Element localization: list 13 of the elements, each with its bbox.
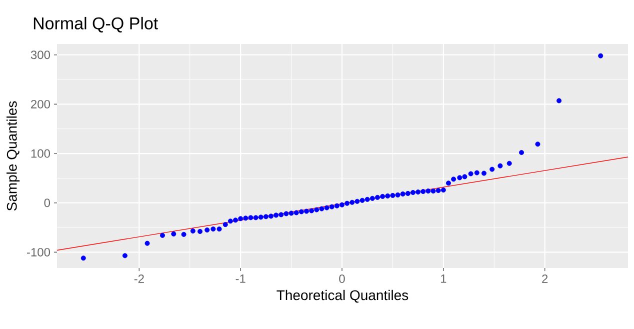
x-tick-label: -2: [134, 274, 144, 283]
x-tick-label: -1: [236, 274, 246, 283]
y-tick-label: 200: [31, 100, 50, 108]
y-tick-label: 100: [31, 149, 50, 158]
x-tick-label: 2: [542, 274, 548, 283]
x-tick-label: 0: [339, 274, 345, 284]
x-axis-title: Theoretical Quantiles: [276, 290, 408, 303]
x-tick-label: 1: [440, 274, 446, 283]
y-axis-title: Sample Quantiles: [6, 101, 20, 211]
chart-title: Normal Q-Q Plot: [34, 16, 158, 32]
y-tick-label: 0: [44, 198, 50, 208]
y-tick-label: -100: [26, 248, 50, 256]
y-tick-label: 300: [30, 50, 50, 60]
